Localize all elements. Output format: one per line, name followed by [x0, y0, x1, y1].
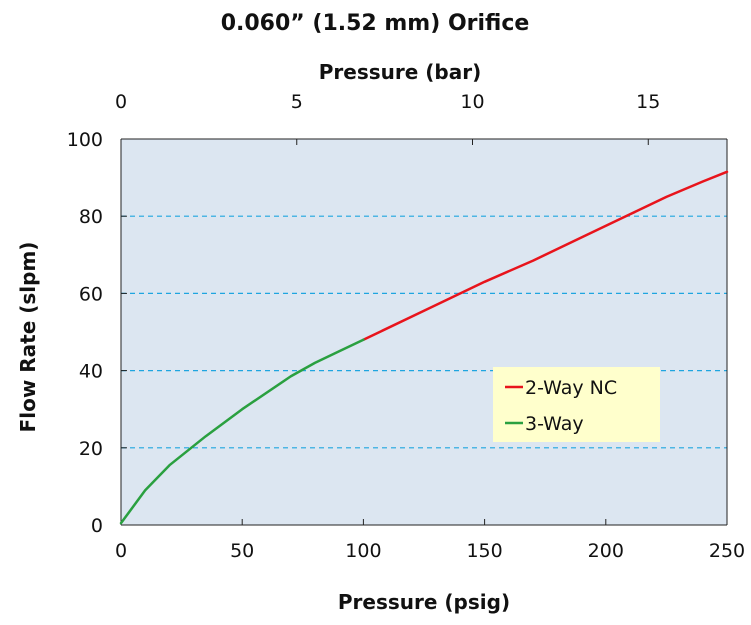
legend-box — [493, 367, 660, 442]
series-line-2-way-nc — [362, 170, 729, 341]
y-axis-title: Flow Rate (slpm) — [16, 242, 40, 433]
x-axis-title: Pressure (psig) — [338, 590, 510, 614]
chart-title: 0.060” (1.52 mm) Orifice — [221, 11, 530, 36]
y-tick-label-100: 100 — [67, 129, 103, 151]
y-tick-label-80: 80 — [79, 206, 103, 228]
series-line-3-way — [119, 338, 365, 525]
y-tick-label-40: 40 — [79, 361, 103, 383]
top-axis-title: Pressure (bar) — [319, 60, 481, 84]
plot-area — [121, 139, 727, 525]
legend: 2-Way NC 3-Way — [493, 367, 660, 442]
x-tick-label-50: 50 — [230, 540, 254, 562]
x-tick-label-150: 150 — [466, 540, 502, 562]
x-tick-label-0: 0 — [115, 540, 127, 562]
x2-tick-label-15: 15 — [636, 91, 660, 113]
legend-label-2-way-nc: 2-Way NC — [525, 377, 617, 399]
x-tick-label-100: 100 — [345, 540, 381, 562]
x2-tick-label-0: 0 — [115, 91, 127, 113]
y-tick-label-0: 0 — [91, 515, 103, 537]
x-tick-label-250: 250 — [709, 540, 745, 562]
y-tick-label-20: 20 — [79, 438, 103, 460]
legend-label-3-way: 3-Way — [525, 413, 584, 435]
x2-tick-label-10: 10 — [460, 91, 484, 113]
axes — [120, 138, 728, 526]
y-tick-label-60: 60 — [79, 283, 103, 305]
tick-labels: 0 50 100 150 200 250 0 20 40 60 80 100 0 5 10 15 — [67, 91, 745, 562]
x2-tick-label-5: 5 — [291, 91, 303, 113]
x-tick-label-200: 200 — [588, 540, 624, 562]
series-lines — [119, 170, 729, 525]
